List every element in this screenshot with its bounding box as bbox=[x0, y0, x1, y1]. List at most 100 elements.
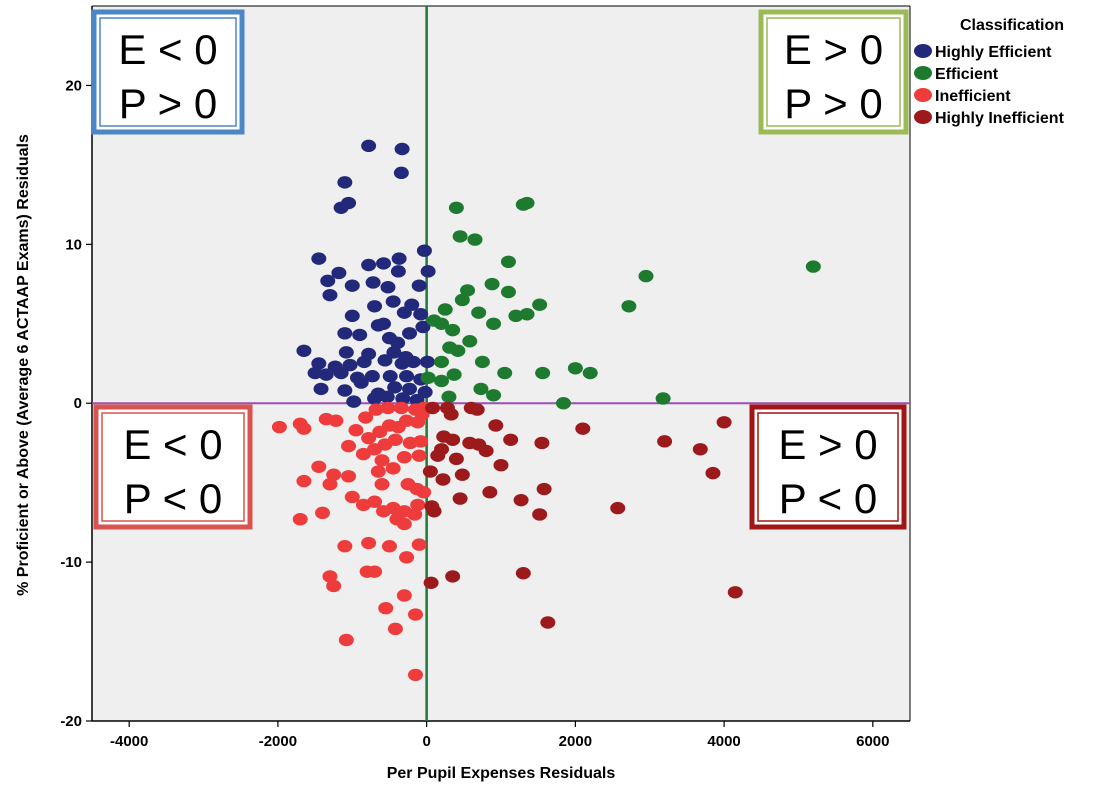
quadrant-box-inner-border bbox=[99, 17, 237, 127]
data-point bbox=[445, 323, 461, 337]
y-tick-label: -20 bbox=[60, 713, 82, 730]
x-tick-label: -2000 bbox=[259, 733, 297, 750]
data-point bbox=[361, 139, 377, 153]
data-point bbox=[582, 366, 598, 380]
data-point bbox=[407, 508, 423, 521]
data-point bbox=[311, 357, 327, 370]
data-points bbox=[271, 139, 821, 682]
data-point bbox=[414, 408, 430, 421]
data-point bbox=[393, 401, 409, 415]
data-point bbox=[655, 392, 671, 405]
data-point bbox=[535, 366, 551, 380]
data-point bbox=[657, 435, 673, 448]
data-point bbox=[638, 269, 654, 283]
data-point bbox=[395, 392, 411, 405]
data-point bbox=[503, 433, 519, 446]
x-tick-label: -4000 bbox=[110, 733, 148, 750]
data-point bbox=[426, 505, 442, 518]
data-point bbox=[342, 358, 358, 372]
data-point bbox=[361, 536, 377, 550]
data-point bbox=[313, 382, 329, 396]
data-point bbox=[292, 513, 308, 526]
quadrant-box-inner-border bbox=[757, 412, 899, 522]
data-point bbox=[361, 258, 377, 272]
data-point bbox=[370, 465, 386, 478]
data-point bbox=[621, 300, 637, 313]
data-point bbox=[396, 451, 412, 464]
data-point bbox=[805, 260, 821, 273]
legend-title: Classification bbox=[960, 17, 1064, 34]
data-point bbox=[402, 327, 418, 340]
legend-item: Highly Efficient bbox=[914, 44, 1052, 61]
data-point bbox=[320, 274, 336, 288]
data-point bbox=[374, 454, 390, 467]
data-point bbox=[448, 452, 464, 466]
data-point bbox=[454, 293, 470, 307]
y-tick-label: -10 bbox=[60, 554, 82, 571]
data-point bbox=[352, 328, 368, 342]
data-point bbox=[437, 303, 453, 316]
legend-swatch bbox=[914, 88, 932, 102]
data-point bbox=[379, 390, 395, 404]
quadrant-box-outer-border bbox=[93, 404, 253, 530]
x-tick-label: 6000 bbox=[856, 733, 889, 750]
data-point bbox=[380, 401, 396, 415]
data-point bbox=[410, 498, 426, 512]
data-point bbox=[353, 376, 369, 389]
x-tick-label: 0 bbox=[422, 733, 430, 750]
data-point bbox=[358, 411, 374, 424]
data-point bbox=[344, 490, 360, 504]
data-point bbox=[402, 382, 418, 396]
data-point bbox=[471, 438, 487, 451]
data-point bbox=[411, 449, 427, 462]
legend-item: Highly Inefficient bbox=[914, 110, 1065, 127]
data-point bbox=[364, 370, 380, 383]
data-point bbox=[415, 320, 431, 334]
data-point bbox=[315, 506, 331, 520]
data-point bbox=[445, 570, 461, 583]
quadrant-condition-e: E > 0 bbox=[778, 421, 877, 468]
data-point bbox=[493, 458, 509, 472]
data-point bbox=[416, 244, 432, 257]
data-point bbox=[326, 468, 342, 481]
data-point bbox=[376, 505, 392, 518]
data-point bbox=[474, 355, 490, 369]
data-point bbox=[420, 265, 436, 278]
quadrant-condition-p: P < 0 bbox=[124, 475, 222, 522]
data-point bbox=[337, 540, 353, 553]
quadrant-box-bottom-right: E > 0 P < 0 bbox=[749, 404, 907, 530]
legend-item: Efficient bbox=[914, 66, 999, 83]
data-point bbox=[399, 551, 415, 564]
data-point bbox=[337, 176, 353, 189]
data-point bbox=[434, 443, 450, 456]
legend-item: Inefficient bbox=[914, 88, 1011, 105]
data-point bbox=[555, 397, 571, 410]
y-tick-label: 0 bbox=[74, 395, 82, 412]
data-point bbox=[513, 493, 529, 507]
quadrant-box-inner-border bbox=[766, 17, 901, 127]
quadrant-condition-p: P < 0 bbox=[779, 475, 877, 522]
quadrant-condition-p: P > 0 bbox=[784, 80, 882, 127]
data-point bbox=[296, 422, 312, 435]
data-point bbox=[377, 354, 393, 367]
quadrant-condition-p: P > 0 bbox=[119, 80, 217, 127]
data-point bbox=[318, 368, 334, 381]
data-point bbox=[450, 344, 466, 357]
data-point bbox=[396, 589, 412, 602]
data-point bbox=[337, 327, 353, 340]
data-point bbox=[407, 608, 423, 621]
data-point bbox=[307, 366, 323, 380]
data-point bbox=[387, 381, 403, 394]
data-point bbox=[519, 196, 535, 210]
data-point bbox=[381, 540, 397, 553]
data-point bbox=[705, 466, 721, 480]
data-point bbox=[536, 482, 552, 496]
legend-swatch bbox=[914, 110, 932, 124]
quadrant-box-outer-border bbox=[758, 9, 909, 135]
data-point bbox=[390, 265, 406, 278]
data-point bbox=[727, 586, 743, 599]
data-point bbox=[387, 622, 403, 636]
data-point bbox=[391, 252, 407, 265]
data-point bbox=[370, 319, 386, 332]
data-point bbox=[399, 414, 415, 427]
